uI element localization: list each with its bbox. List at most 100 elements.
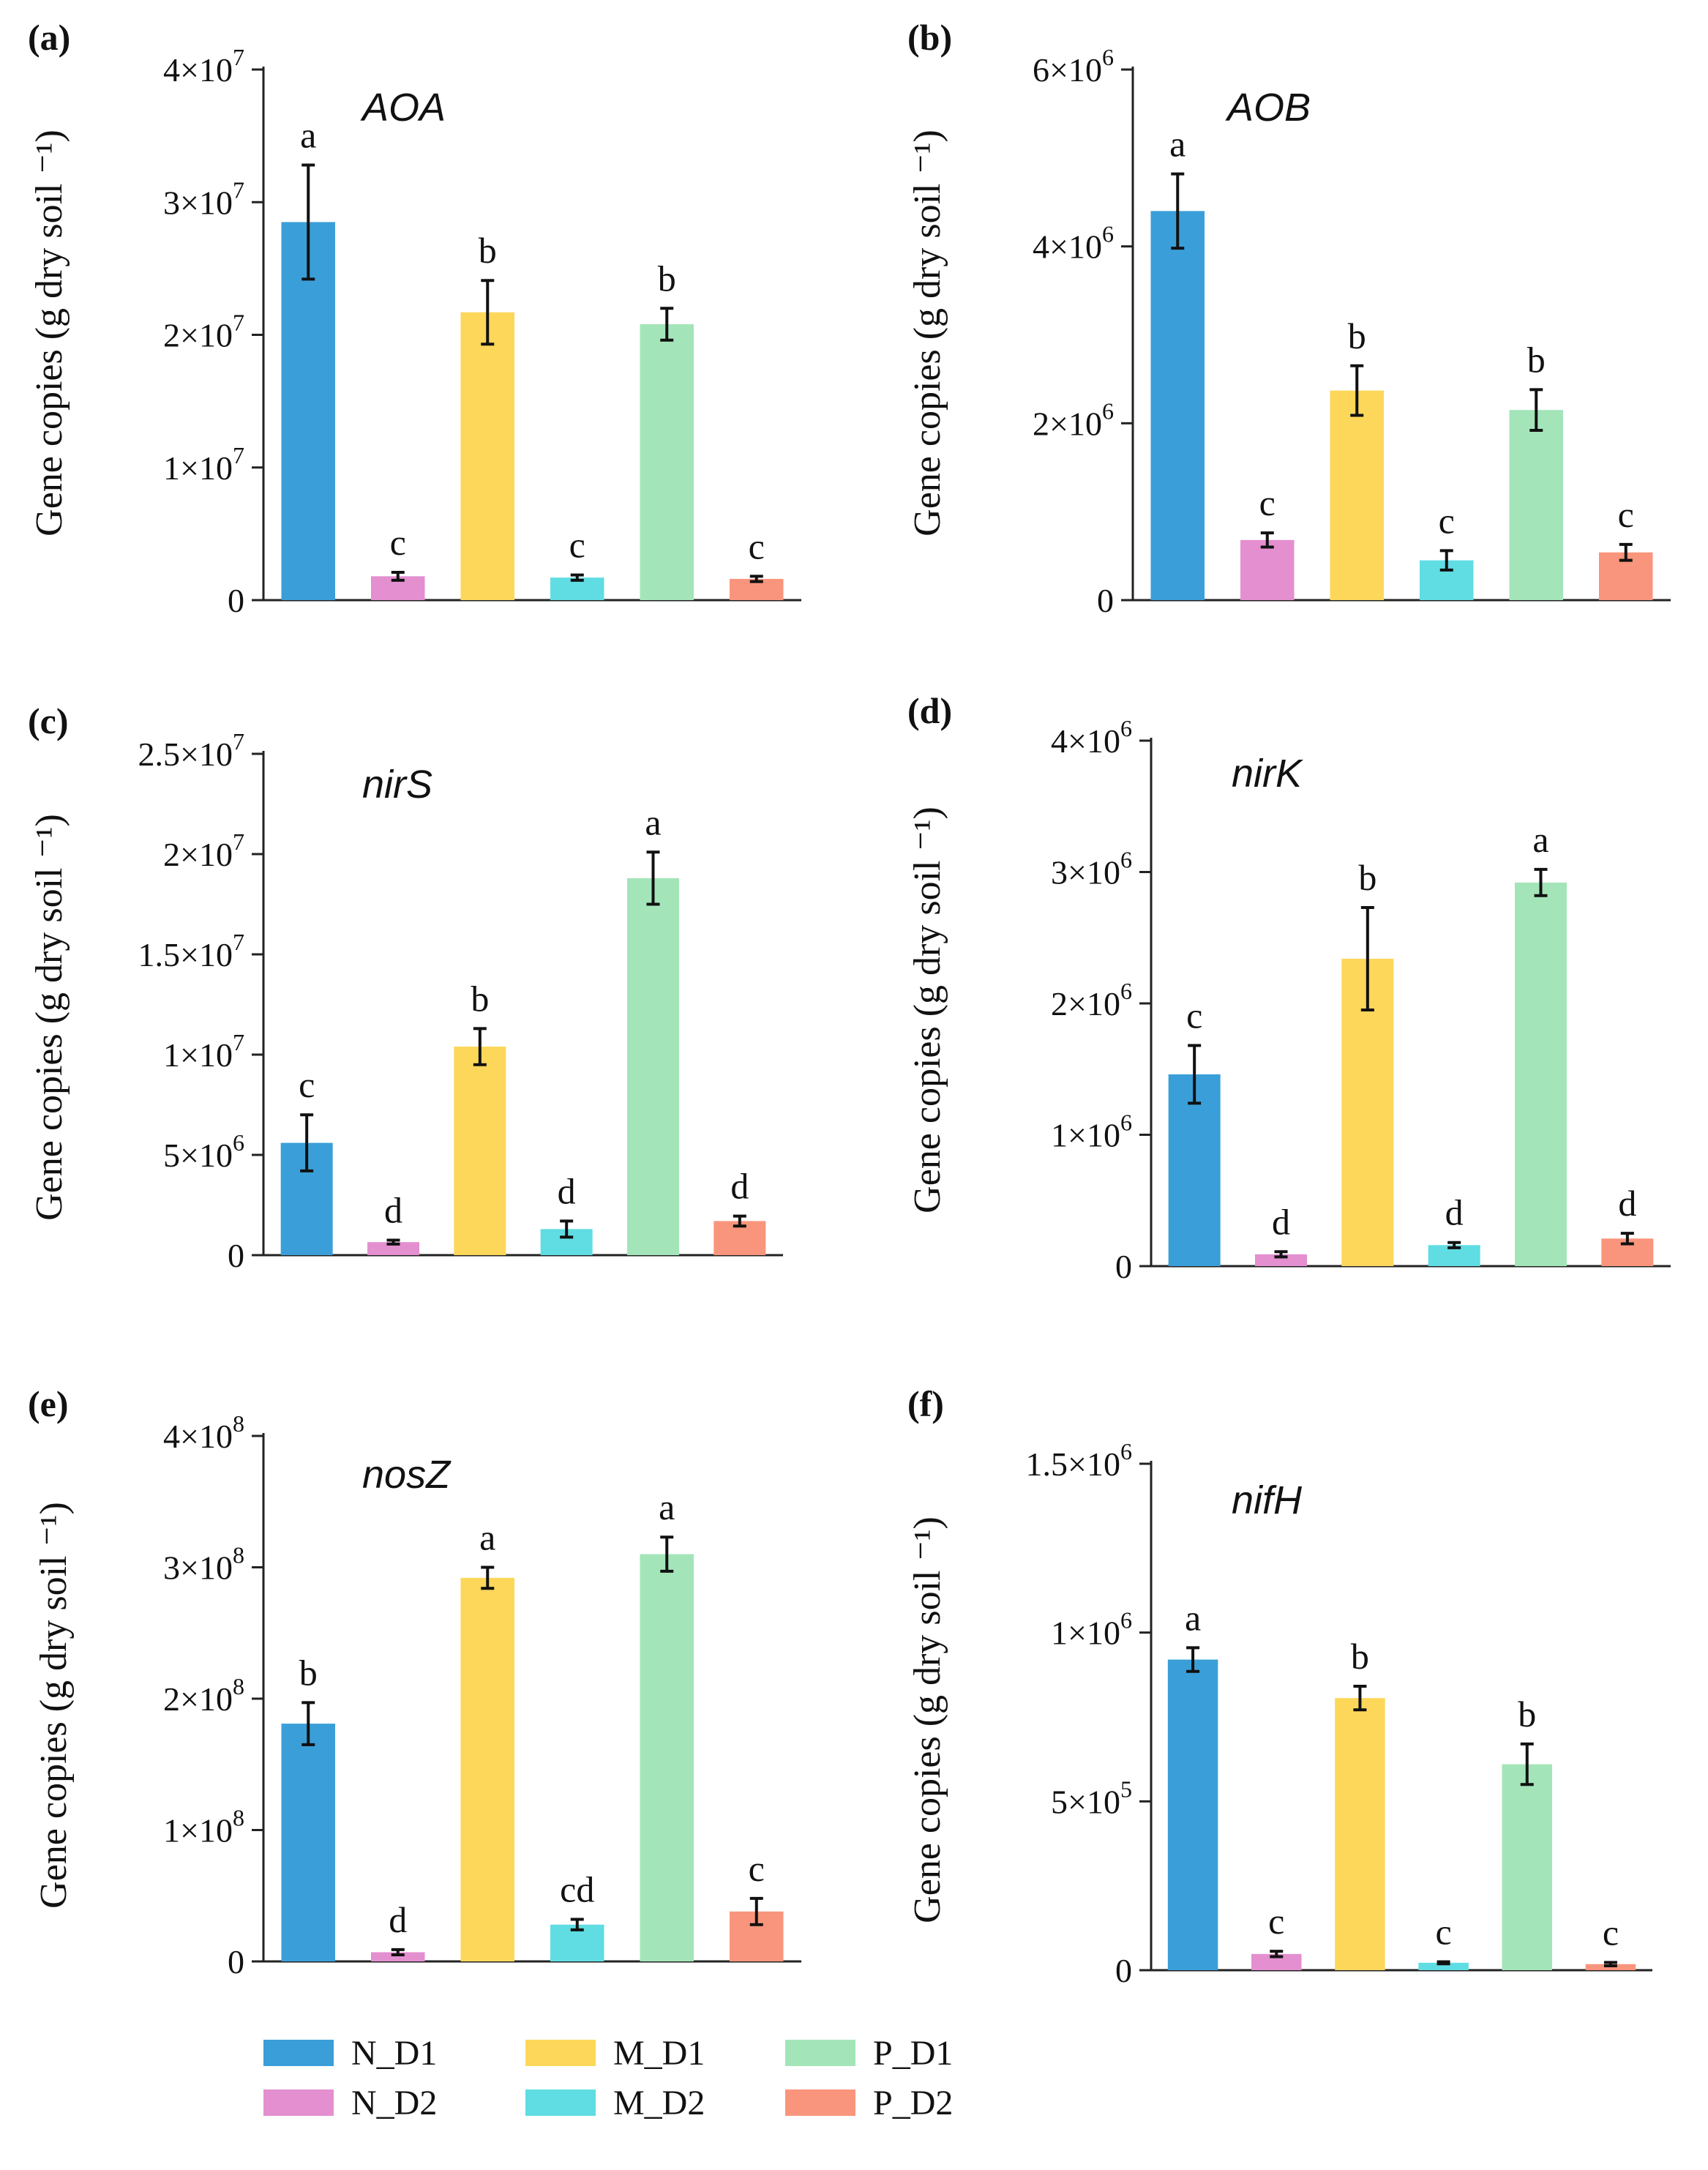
bar-N_D1 — [1168, 1074, 1221, 1266]
y-tick-label: 4×106 — [1033, 221, 1114, 266]
legend-item-P_D2: P_D2 — [785, 2084, 953, 2122]
y-tick-label: 0 — [228, 1943, 244, 1980]
chart-title: nifH — [1232, 1478, 1303, 1522]
bar-N_D2 — [1251, 1953, 1302, 1970]
y-tick-label: 4×106 — [1051, 715, 1132, 760]
y-tick-label: 3×108 — [163, 1542, 244, 1587]
y-axis-label: Gene copies (g dry soil ⁻¹) — [33, 1502, 75, 1909]
legend-item-M_D2: M_D2 — [525, 2084, 705, 2122]
y-tick-label: 1×108 — [163, 1805, 244, 1849]
legend-item-N_D2: N_D2 — [263, 2084, 437, 2122]
y-axis-label: Gene copies (g dry soil ⁻¹) — [907, 807, 948, 1213]
y-tick-label: 1.5×107 — [138, 929, 244, 973]
significance-letter: c — [1603, 1912, 1619, 1953]
bar-N_D1 — [281, 1724, 335, 1961]
bar-M_D1 — [460, 312, 514, 600]
y-axis-label: Gene copies (g dry soil ⁻¹) — [29, 814, 70, 1221]
panel-label: (e) — [28, 1383, 69, 1424]
y-axis-label: Gene copies (g dry soil ⁻¹) — [907, 1516, 948, 1923]
legend-swatch — [525, 2089, 596, 2116]
bar-N_D1 — [281, 222, 335, 600]
bar-P_D1 — [627, 878, 679, 1255]
significance-letter: b — [1348, 315, 1366, 356]
panel-nosZ: (e) nosZ Gene copies (g dry soil ⁻¹) 0 1×108… — [28, 1383, 801, 1980]
significance-letter: c — [390, 522, 406, 563]
y-tick-label: 3×107 — [163, 176, 244, 221]
y-tick-label: 2×107 — [163, 310, 244, 354]
significance-letter: a — [1185, 1597, 1201, 1638]
significance-letter: a — [300, 115, 316, 156]
significance-letter: cd — [560, 1869, 594, 1910]
y-tick-label: 0 — [1115, 1952, 1132, 1989]
significance-letter: d — [384, 1189, 402, 1230]
significance-letter: d — [1445, 1192, 1464, 1233]
y-axis-label: Gene copies (g dry soil ⁻¹) — [29, 130, 70, 536]
y-tick-label: 2×106 — [1051, 978, 1132, 1022]
legend-item-M_D1: M_D1 — [525, 2034, 705, 2073]
significance-letter: b — [658, 258, 676, 299]
legend-swatch — [263, 2040, 334, 2066]
significance-letter: c — [1268, 1901, 1284, 1942]
y-tick-label: 1.5×106 — [1026, 1438, 1132, 1483]
legend-swatch — [263, 2089, 334, 2116]
panel-label: (c) — [28, 700, 69, 741]
chart-title: AOA — [360, 86, 446, 130]
significance-letter: b — [1527, 339, 1546, 380]
significance-letter: d — [558, 1170, 576, 1211]
y-tick-label: 3×106 — [1051, 847, 1132, 891]
significance-letter: b — [1358, 857, 1376, 898]
y-tick-label: 6×106 — [1033, 44, 1114, 89]
y-tick-label: 1×107 — [163, 1029, 244, 1074]
bar-N_D1 — [1150, 211, 1205, 600]
legend-label: P_D1 — [873, 2034, 953, 2073]
y-tick-label: 1×107 — [163, 442, 244, 487]
legend-item-N_D1: N_D1 — [263, 2034, 437, 2073]
significance-letter: d — [389, 1899, 407, 1940]
significance-letter: b — [479, 230, 497, 271]
significance-letter: c — [749, 1848, 765, 1889]
significance-letter: a — [1532, 819, 1548, 860]
y-tick-label: 2×107 — [163, 828, 244, 873]
chart-title: nosZ — [362, 1453, 452, 1497]
bar-P_D1 — [1502, 1764, 1552, 1970]
legend-swatch — [785, 2089, 855, 2116]
y-tick-label: 1×106 — [1051, 1607, 1132, 1652]
significance-letter: b — [1351, 1636, 1369, 1677]
chart-title: nirS — [362, 763, 432, 807]
bar-N_D2 — [371, 1952, 425, 1961]
bar-M_D1 — [1335, 1698, 1385, 1970]
bar-N_D1 — [1167, 1659, 1218, 1970]
bar-M_D1 — [1330, 390, 1384, 600]
legend-swatch — [785, 2040, 855, 2066]
y-tick-label: 0 — [1097, 582, 1114, 619]
chart-title: nirK — [1232, 752, 1303, 796]
bar-N_D2 — [1255, 1254, 1307, 1266]
bar-N_D2 — [367, 1242, 419, 1255]
y-tick-label: 1×106 — [1051, 1110, 1132, 1154]
bar-P_D1 — [640, 324, 694, 600]
significance-letter: c — [569, 525, 585, 566]
panel-label: (d) — [907, 690, 952, 731]
significance-letter: a — [1169, 124, 1186, 165]
panel-AOA: (a) AOA Gene copies (g dry soil ⁻¹) 0 1×107 2… — [28, 17, 801, 619]
legend-swatch — [525, 2040, 596, 2066]
significance-letter: b — [299, 1652, 318, 1693]
legend-label: M_D1 — [613, 2034, 705, 2073]
y-tick-label: 5×105 — [1051, 1776, 1132, 1820]
legend-label: N_D1 — [351, 2034, 437, 2073]
panel-nirS: (c) nirS Gene copies (g dry soil ⁻¹) 0 5×106… — [28, 700, 783, 1274]
y-tick-label: 4×107 — [163, 44, 244, 89]
significance-letter: c — [1435, 1911, 1451, 1952]
significance-letter: c — [1186, 995, 1202, 1036]
significance-letter: d — [730, 1166, 749, 1207]
y-tick-label: 0 — [1115, 1248, 1132, 1285]
legend-item-P_D1: P_D1 — [785, 2034, 953, 2073]
legend-label: P_D2 — [873, 2084, 953, 2122]
significance-letter: b — [471, 978, 489, 1019]
bar-M_D1 — [460, 1577, 514, 1961]
panel-label: (b) — [907, 17, 952, 58]
y-tick-label: 0 — [228, 1237, 244, 1274]
bar-M_D1 — [454, 1047, 506, 1255]
chart-title: AOB — [1225, 86, 1311, 130]
